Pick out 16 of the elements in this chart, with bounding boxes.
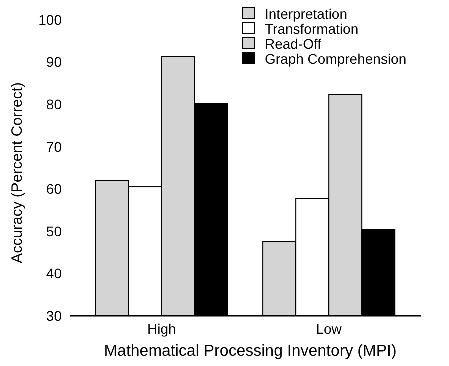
x-tick-label: High bbox=[148, 321, 176, 337]
x-tick-label: Low bbox=[316, 321, 343, 337]
legend-label: Interpretation bbox=[265, 6, 348, 22]
y-tick-label: 70 bbox=[46, 138, 62, 155]
y-tick-label: 40 bbox=[46, 266, 62, 282]
legend-label: Graph Comprehension bbox=[265, 50, 407, 67]
y-tick-label: 60 bbox=[46, 181, 62, 198]
y-tick-label: 30 bbox=[46, 308, 62, 324]
y-tick-label: 50 bbox=[46, 223, 62, 240]
y-tick-label: 100 bbox=[38, 12, 62, 28]
y-tick-label: 80 bbox=[46, 96, 62, 112]
x-axis-title: Mathematical Processing Inventory (MPI) bbox=[104, 343, 397, 360]
y-tick-label: 90 bbox=[46, 54, 62, 70]
legend-label: Read-Off bbox=[265, 36, 322, 52]
legend-label: Transformation bbox=[265, 20, 359, 37]
y-axis-title: Accuracy (Percent Correct) bbox=[9, 82, 26, 264]
